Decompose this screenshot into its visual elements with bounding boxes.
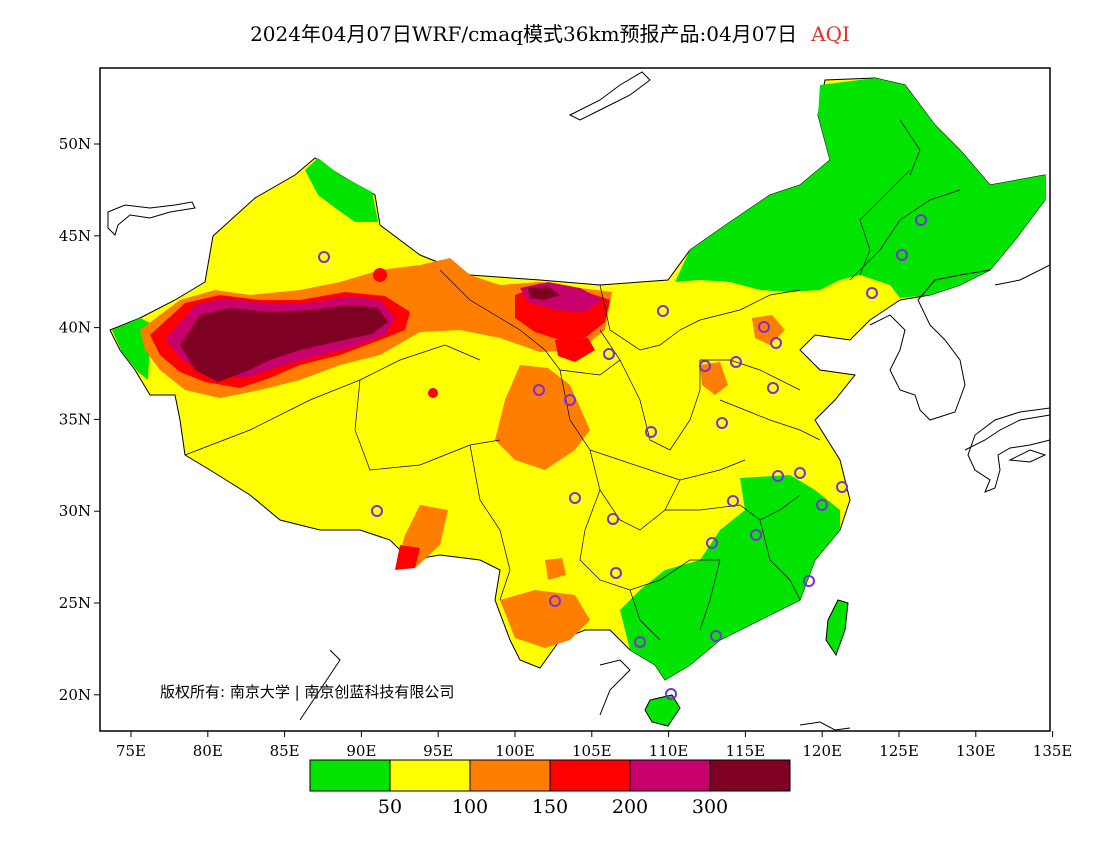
- region-good-northeast: [675, 78, 1045, 298]
- city-marker: [716, 417, 728, 429]
- city-marker: [564, 394, 576, 406]
- city-marker: [533, 384, 545, 396]
- city-marker: [699, 360, 711, 372]
- city-marker: [803, 575, 815, 587]
- city-marker: [915, 214, 927, 226]
- city-marker: [727, 495, 739, 507]
- lon-tick-label: 115E: [726, 742, 766, 760]
- lon-tick-label: 80E: [193, 742, 223, 760]
- region-unhealthy-spot-xinjiang: [373, 268, 387, 282]
- city-marker: [603, 348, 615, 360]
- city-marker: [710, 630, 722, 642]
- city-marker: [836, 481, 848, 493]
- city-marker: [569, 492, 581, 504]
- lon-tick-label: 90E: [346, 742, 376, 760]
- region-unhealthy-gansu: [555, 338, 595, 362]
- region-good-taiwan: [825, 599, 849, 657]
- lon-tick-label: 100E: [495, 742, 535, 760]
- region-good-hainan: [644, 694, 681, 727]
- legend-label: 100: [452, 796, 488, 818]
- city-marker: [750, 529, 762, 541]
- city-marker: [794, 467, 806, 479]
- region-unhealthy-tibet-se: [395, 545, 420, 570]
- city-marker: [770, 337, 782, 349]
- longitude-axis: 75E 80E 85E 90E 95E 100E 105E 110E 115E 120E 125E 1…: [116, 731, 1072, 760]
- region-usg-yunnan-small: [545, 558, 566, 580]
- map-frame-border: [99, 67, 1051, 732]
- legend-swatch: [709, 759, 791, 792]
- lat-tick-label: 30N: [59, 502, 91, 520]
- latitude-axis: 50N 45N 40N 35N 30N 25N 20N: [59, 135, 100, 704]
- legend-swatch: [469, 759, 551, 792]
- copyright-text: 版权所有: 南京大学 | 南京创蓝科技有限公司: [160, 683, 454, 701]
- city-marker: [706, 537, 718, 549]
- city-marker: [758, 321, 770, 333]
- region-good-south: [620, 475, 840, 680]
- aqi-legend: 50 100 150 200 300: [309, 759, 791, 818]
- region-usg-yunnan: [500, 590, 590, 648]
- city-marker: [816, 499, 828, 511]
- city-marker: [657, 305, 669, 317]
- neighbor-outlines: [107, 71, 1050, 731]
- city-marker: [866, 287, 878, 299]
- city-marker: [371, 505, 383, 517]
- map-content: 版权所有: 南京大学 | 南京创蓝科技有限公司: [107, 71, 1050, 731]
- lon-tick-label: 95E: [423, 742, 453, 760]
- lat-tick-label: 45N: [59, 227, 91, 245]
- lon-tick-label: 130E: [956, 742, 996, 760]
- lon-tick-label: 135E: [1033, 742, 1073, 760]
- city-marker: [896, 249, 908, 261]
- legend-label: 300: [692, 796, 728, 818]
- city-marker: [318, 251, 330, 263]
- city-marker: [730, 356, 742, 368]
- lat-tick-label: 20N: [59, 686, 91, 704]
- lat-tick-label: 35N: [59, 410, 91, 428]
- map-title: 2024年04月07日WRF/cmaq模式36km预报产品:04月07日 AQI: [0, 18, 1100, 47]
- city-marker: [772, 470, 784, 482]
- city-marker: [549, 595, 561, 607]
- legend-label: 50: [378, 796, 402, 818]
- region-usg-sichuan: [495, 365, 590, 470]
- city-marker: [634, 636, 646, 648]
- region-unhealthy-spot-qinghai: [428, 388, 438, 398]
- city-marker: [645, 426, 657, 438]
- lon-tick-label: 85E: [270, 742, 300, 760]
- lon-tick-label: 75E: [116, 742, 146, 760]
- city-marker: [665, 688, 677, 700]
- lon-tick-label: 105E: [572, 742, 612, 760]
- lon-tick-label: 110E: [649, 742, 689, 760]
- lon-tick-label: 125E: [879, 742, 919, 760]
- lat-tick-label: 40N: [59, 319, 91, 337]
- legend-label: 150: [532, 796, 568, 818]
- title-tag-aqi: AQI: [811, 22, 850, 46]
- lat-tick-label: 25N: [59, 594, 91, 612]
- city-markers: [318, 214, 927, 700]
- lon-tick-label: 120E: [802, 742, 842, 760]
- region-good-altai: [305, 158, 378, 222]
- legend-swatch: [629, 759, 711, 792]
- city-marker: [607, 513, 619, 525]
- city-marker: [767, 382, 779, 394]
- region-hazardous-inner-mongolia: [528, 286, 560, 300]
- province-boundaries: [184, 119, 961, 641]
- legend-swatch: [389, 759, 471, 792]
- region-hazardous-taklimakan: [180, 305, 388, 382]
- legend-swatch: [549, 759, 631, 792]
- city-marker: [610, 567, 622, 579]
- legend-swatch: [309, 759, 391, 792]
- legend-label: 200: [612, 796, 648, 818]
- title-main: 2024年04月07日WRF/cmaq模式36km预报产品:04月07日: [250, 22, 798, 46]
- lat-tick-label: 50N: [59, 135, 91, 153]
